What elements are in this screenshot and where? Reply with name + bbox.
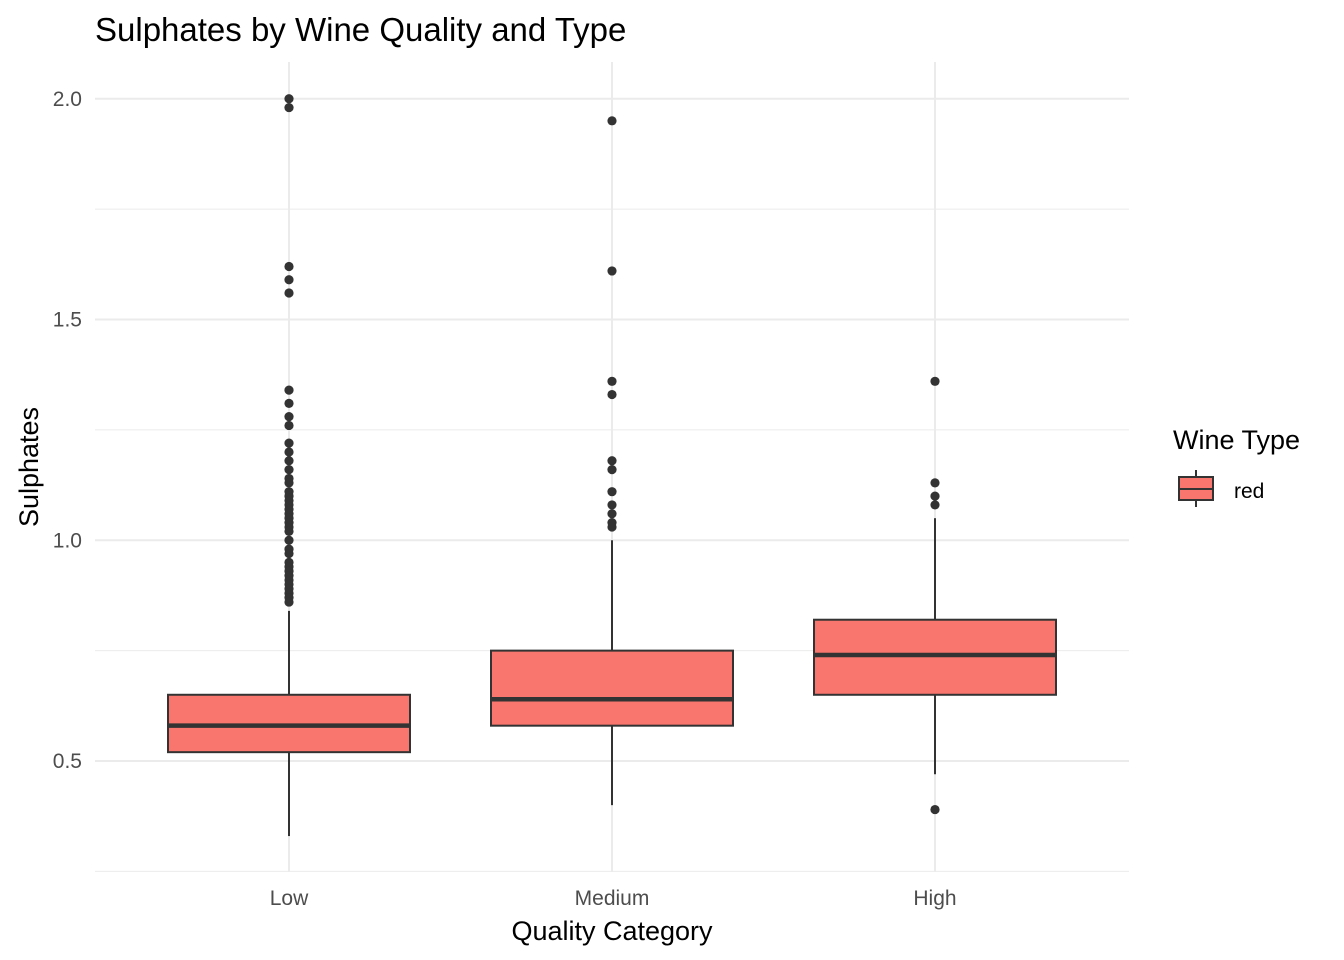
outlier-point bbox=[607, 522, 617, 532]
outlier-point bbox=[284, 94, 294, 104]
outlier-point bbox=[607, 376, 617, 386]
outlier-point bbox=[284, 398, 294, 408]
outlier-point bbox=[607, 389, 617, 400]
box-high bbox=[813, 376, 1057, 815]
outlier-point bbox=[607, 509, 617, 519]
outlier-point bbox=[930, 478, 940, 488]
x-tick-labels: Low Medium High bbox=[270, 887, 957, 910]
y-axis-title: Sulphates bbox=[14, 407, 44, 527]
outlier-point bbox=[284, 526, 294, 537]
outlier-point bbox=[284, 412, 294, 422]
outlier-point bbox=[930, 804, 940, 815]
outlier-point bbox=[607, 487, 617, 497]
legend: Wine Type red bbox=[1173, 425, 1300, 507]
outlier-point bbox=[930, 376, 940, 386]
outlier-point bbox=[607, 266, 617, 276]
outlier-point bbox=[284, 456, 294, 466]
x-tick-label: Low bbox=[270, 887, 309, 910]
iqr-box bbox=[490, 649, 734, 727]
outlier-point bbox=[284, 275, 294, 285]
outlier-point bbox=[284, 261, 294, 272]
box-medium bbox=[490, 116, 734, 806]
outlier-point bbox=[284, 385, 294, 395]
outlier-point bbox=[930, 491, 940, 501]
outlier-point bbox=[284, 478, 294, 488]
outlier-point bbox=[284, 465, 294, 475]
box-low bbox=[167, 94, 411, 837]
outlier-point bbox=[930, 500, 940, 510]
y-tick-label: 1.5 bbox=[53, 309, 82, 332]
y-tick-labels: 0.5 1.0 1.5 2.0 bbox=[53, 88, 82, 773]
x-tick-label: Medium bbox=[575, 887, 650, 910]
outlier-point bbox=[607, 116, 617, 126]
outlier-point bbox=[284, 438, 294, 448]
x-tick-label: High bbox=[913, 887, 956, 910]
outlier-point bbox=[284, 420, 294, 431]
legend-title: Wine Type bbox=[1173, 425, 1300, 455]
chart-title: Sulphates by Wine Quality and Type bbox=[95, 11, 626, 48]
x-axis-title: Quality Category bbox=[511, 916, 713, 946]
outlier-point bbox=[284, 548, 294, 559]
outlier-point bbox=[284, 535, 294, 545]
y-tick-label: 2.0 bbox=[53, 88, 82, 111]
outlier-point bbox=[284, 447, 294, 457]
outlier-point bbox=[284, 288, 294, 298]
y-tick-label: 1.0 bbox=[53, 529, 82, 552]
legend-label-red: red bbox=[1234, 480, 1264, 503]
legend-key-red bbox=[1178, 470, 1214, 507]
outlier-point bbox=[607, 500, 617, 510]
outlier-point bbox=[607, 456, 617, 466]
outlier-point bbox=[284, 597, 294, 607]
outlier-point bbox=[607, 465, 617, 475]
box-layer bbox=[167, 94, 1057, 837]
y-tick-label: 0.5 bbox=[53, 750, 82, 773]
outlier-point bbox=[284, 102, 294, 113]
